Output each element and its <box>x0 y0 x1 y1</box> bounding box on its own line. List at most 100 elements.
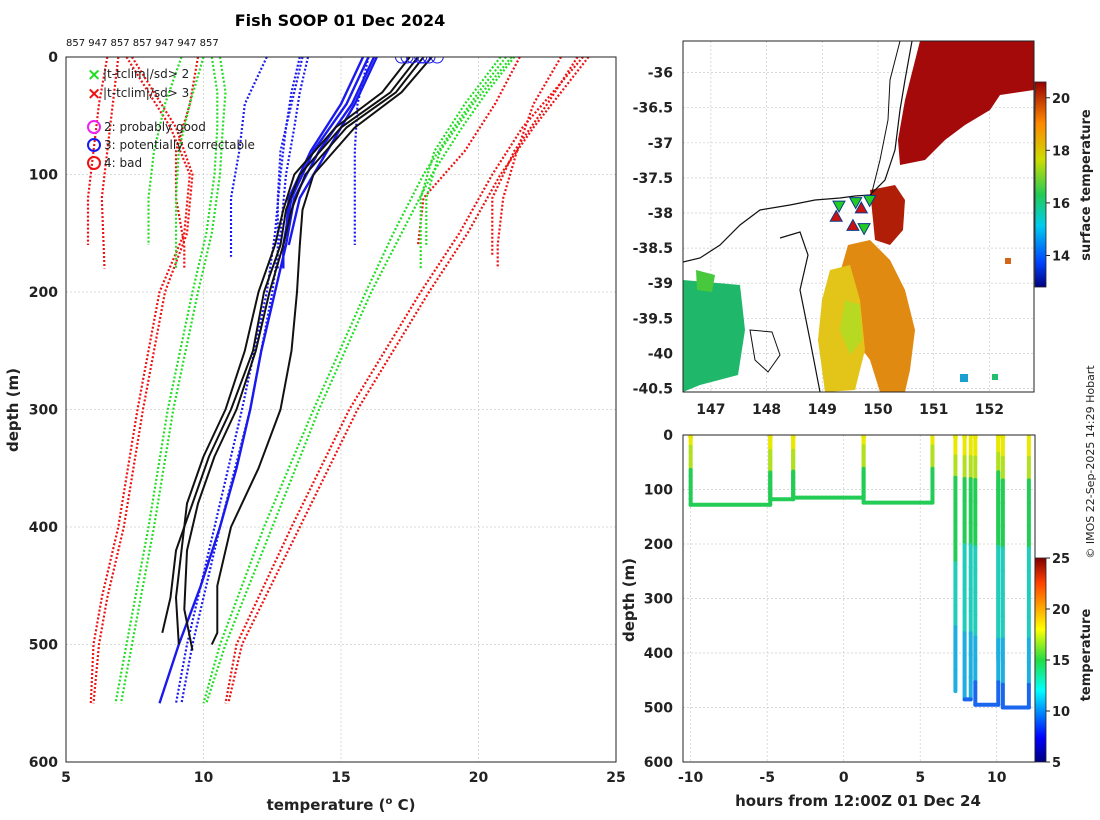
blue-profile-line <box>158 57 376 704</box>
temperature-colorbar-ticks: 5 10 15 20 25 <box>1046 552 1070 771</box>
profile-ticks: 5 10 15 20 25 0 100 200 300 400 500 600 <box>29 50 626 786</box>
flag-circle <box>395 57 408 64</box>
map-xtick-label: 151 <box>919 402 948 418</box>
sst-front-orange <box>838 240 915 392</box>
black-profile-line <box>210 57 433 645</box>
sst-warm-patch <box>870 185 905 245</box>
sst-colorbar-tick-label: 16 <box>1052 197 1070 212</box>
sst-colorbar-ticks: 14 16 18 20 <box>1046 92 1070 264</box>
drop-surface-marker <box>962 435 968 440</box>
profile-ylabel: depth (m) <box>4 368 22 452</box>
climatology-green-line <box>119 57 227 704</box>
legend-label: 4: bad <box>104 156 142 170</box>
flag-circle <box>417 57 430 64</box>
climatology-blue-line <box>180 57 310 704</box>
map-axes-frame <box>682 40 1035 393</box>
shelf-contour <box>779 231 821 392</box>
credit-label: © IMOS 22-Sep-2025 14:29 Hobart <box>1084 365 1097 559</box>
profile-gridlines <box>65 56 617 763</box>
legend-label: |t-tclim|/sd> 3 <box>103 86 189 100</box>
timeline-xtick-label: 5 <box>915 770 925 786</box>
timeline-ytick-label: 100 <box>644 483 673 499</box>
map-ytick-label: -37.5 <box>633 171 673 187</box>
map-xtick-label: 149 <box>808 402 837 418</box>
flag-circle <box>406 57 419 64</box>
drop-surface-marker <box>1000 435 1006 440</box>
climatology-red-line <box>89 57 191 704</box>
map-ytick-label: -39 <box>648 276 673 292</box>
drop-surface-marker <box>790 435 796 440</box>
legend-circle-marker <box>87 156 101 170</box>
map-ytick-label: -36.5 <box>633 101 673 117</box>
drop-surface-marker <box>952 435 958 440</box>
legend-label: 3: potentially correctable <box>104 138 255 152</box>
climatology-green-line <box>205 57 516 704</box>
timeline-ylabel: depth (m) <box>620 558 638 642</box>
sst-colorbar <box>1034 81 1047 288</box>
drop-surface-marker <box>861 435 867 440</box>
chart-title: Fish SOOP 01 Dec 2024 <box>235 11 445 30</box>
timeline-xtick-label: 0 <box>839 770 849 786</box>
profile-xlabel: temperature (o C) <box>267 796 416 814</box>
flag-circle <box>430 57 444 64</box>
green-triangle-marker <box>857 223 871 236</box>
sst-green-patch <box>696 270 715 292</box>
climatology-red-line <box>491 57 579 257</box>
profile-xtick-label: 5 <box>61 770 71 786</box>
profile-axes-frame <box>65 56 617 763</box>
legend-x-marker: × <box>87 65 101 85</box>
xbt-drop-markers <box>829 195 877 236</box>
temperature-colorbar-tick-label: 20 <box>1052 603 1070 618</box>
map-ytick-label: -38 <box>648 206 673 222</box>
black-profile-line <box>161 57 419 634</box>
map-xtick-label: 152 <box>975 402 1004 418</box>
climatology-red-line <box>496 57 562 269</box>
temperature-colorbar-label: temperature <box>1079 609 1094 702</box>
flag-circle <box>414 57 428 64</box>
shelf-contour-north <box>869 41 901 201</box>
climatology-green-line <box>147 57 183 245</box>
red-triangle-marker <box>854 201 869 214</box>
green-triangle-marker <box>848 197 863 210</box>
sst-warm-eddy-north <box>898 41 1034 165</box>
profile-plot-area <box>86 57 590 704</box>
timeline-xtick-label: -5 <box>759 770 775 786</box>
red-triangle-marker <box>829 209 844 222</box>
profile-legend: × |t-tclim|/sd> 2× |t-tclim|/sd> 3 2: proba… <box>87 65 255 170</box>
flag-circle <box>422 57 436 64</box>
temperature-colorbar-tick-label: 10 <box>1052 705 1070 720</box>
legend-circle-marker <box>87 120 101 134</box>
profile-ytick-label: 100 <box>29 168 58 184</box>
profile-xtick-label: 20 <box>469 770 489 786</box>
sst-colorbar-label: surface temperature <box>1079 109 1094 261</box>
profile-panel: Fish SOOP 01 Dec 2024 857 947 857 857 94… <box>4 11 626 814</box>
profile-xtick-label: 25 <box>606 770 625 786</box>
climatology-red-line <box>174 57 200 269</box>
map-ytick-label: -38.5 <box>633 241 673 257</box>
drop-surface-marker <box>767 435 773 440</box>
climatology-green-line <box>174 57 205 269</box>
map-ytick-label: -36 <box>648 66 673 82</box>
temperature-colorbar-tick-label: 5 <box>1052 756 1061 771</box>
timeline-xtick-label: 10 <box>987 770 1007 786</box>
blue-profile-line <box>282 57 370 269</box>
drop-surface-marker <box>972 435 978 440</box>
sst-bass-strait-green <box>683 280 745 392</box>
island-outline <box>749 329 781 373</box>
coastline <box>683 41 913 263</box>
profile-ytick-label: 500 <box>29 638 58 654</box>
sst-front-green <box>840 300 862 355</box>
profile-ytick-label: 0 <box>48 50 58 66</box>
map-ticks: 147 148 149 150 151 152 -36 -36.5 -37 -37.5 -38 -38… <box>633 66 1004 418</box>
climatology-red-line <box>416 57 521 246</box>
profile-xtick-label: 15 <box>331 770 350 786</box>
timeline-gridlines <box>683 434 1035 763</box>
red-triangle-marker <box>846 218 860 231</box>
sst-colorbar-tick-label: 18 <box>1052 144 1070 159</box>
sst-cool-pixel <box>960 374 968 382</box>
climatology-green-line <box>202 57 507 704</box>
timeline-ytick-label: 400 <box>644 646 673 662</box>
